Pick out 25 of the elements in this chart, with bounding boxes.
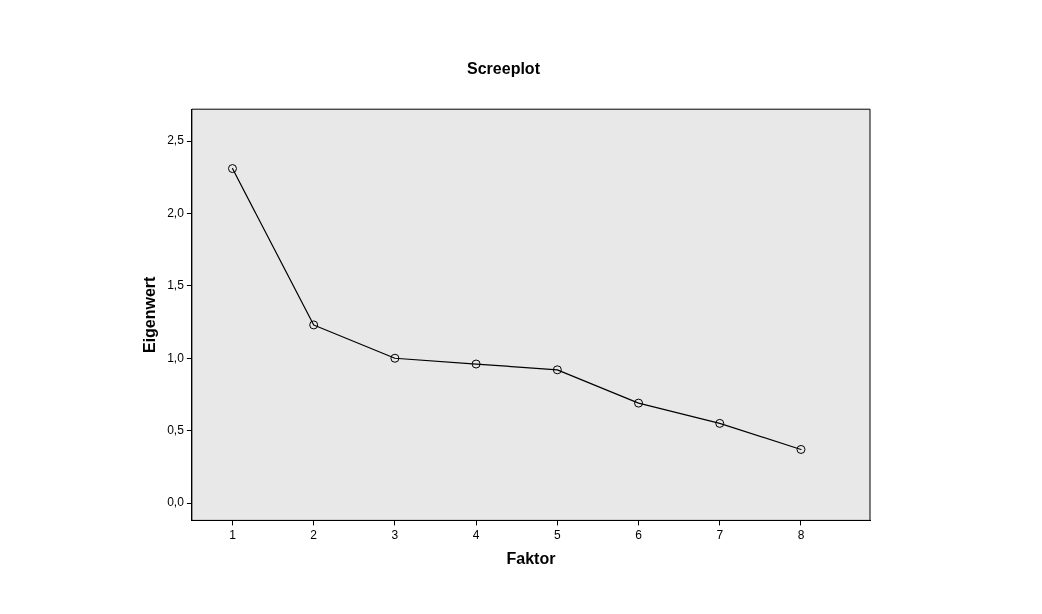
y-tick-label: 2,5 (167, 133, 185, 148)
x-tick-label: 6 (635, 527, 643, 542)
y-tick-label: 0,5 (167, 422, 185, 437)
x-tick-label: 7 (716, 527, 724, 542)
x-tick-label: 5 (553, 527, 561, 542)
point (634, 398, 644, 408)
point (309, 320, 319, 330)
point (390, 353, 400, 363)
x-tick-label: 8 (797, 527, 805, 542)
point (471, 359, 481, 369)
point (227, 164, 237, 174)
point (715, 418, 725, 428)
x-tick-label: 3 (391, 527, 399, 542)
point (796, 444, 806, 454)
y-tick-label: 1,5 (167, 278, 185, 293)
point (552, 365, 562, 375)
y-tick-label: 2,0 (167, 205, 185, 220)
y-tick-label: 1,0 (167, 350, 185, 365)
y-axis-title: Eigenwert (141, 275, 159, 354)
x-tick-label: 4 (472, 527, 480, 542)
y-tick-label: 0,0 (167, 495, 185, 510)
x-axis-title: Faktor (506, 549, 556, 567)
chart-title: Screeplot (467, 60, 541, 78)
x-tick-label: 2 (310, 527, 318, 542)
x-tick-label: 1 (229, 527, 237, 542)
